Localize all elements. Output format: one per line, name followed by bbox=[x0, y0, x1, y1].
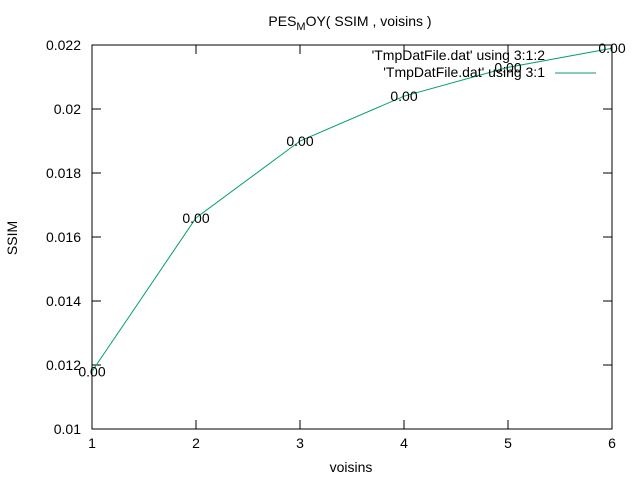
y-tick-label-1: 0.012 bbox=[46, 357, 81, 373]
point-label-4: 0.00 bbox=[494, 59, 521, 75]
point-labels: 0.00 0.00 0.00 0.00 0.00 0.00 bbox=[78, 40, 625, 379]
y-tick-label-3: 0.016 bbox=[46, 229, 81, 245]
x-axis-label: voisins bbox=[330, 459, 373, 475]
x-tick-label-0: 1 bbox=[88, 435, 96, 451]
legend-label-labels-series: 'TmpDatFile.dat' using 3:1:2 bbox=[372, 47, 546, 63]
y-tick-label-0: 0.01 bbox=[54, 421, 81, 437]
x-tick-label-4: 5 bbox=[504, 435, 512, 451]
legend-label-line-series: 'TmpDatFile.dat' using 3:1 bbox=[383, 64, 545, 80]
legend: 'TmpDatFile.dat' using 3:1:2 'TmpDatFile… bbox=[372, 47, 596, 80]
y-tick-label-4: 0.018 bbox=[46, 165, 81, 181]
x-tick-label-3: 4 bbox=[400, 435, 408, 451]
x-tick-label-1: 2 bbox=[192, 435, 200, 451]
y-axis-label: SSIM bbox=[4, 221, 20, 255]
plot-frame bbox=[91, 44, 613, 430]
chart-title-main: PES bbox=[268, 13, 296, 29]
chart-title-rest: OY( SSIM , voisins ) bbox=[306, 13, 432, 29]
point-label-0: 0.00 bbox=[78, 363, 105, 379]
series-group bbox=[91, 47, 613, 372]
chart-title: PESMOY( SSIM , voisins ) bbox=[268, 13, 431, 33]
point-label-5: 0.00 bbox=[598, 40, 625, 56]
point-label-2: 0.00 bbox=[286, 133, 313, 149]
x-tick-label-5: 6 bbox=[608, 435, 616, 451]
point-label-3: 0.00 bbox=[390, 88, 417, 104]
y-tick-label-6: 0.022 bbox=[46, 37, 81, 53]
point-label-1: 0.00 bbox=[182, 210, 209, 226]
chart-title-subscript: M bbox=[296, 21, 305, 33]
y-tick-label-5: 0.02 bbox=[54, 101, 81, 117]
series-line-ssim bbox=[91, 47, 613, 372]
y-tick-label-2: 0.014 bbox=[46, 293, 81, 309]
axis-ticks: 1 2 3 4 5 6 0.01 0.012 0.014 0.016 0.018 0.02 0.022 bbox=[46, 37, 616, 451]
x-tick-label-2: 3 bbox=[296, 435, 304, 451]
